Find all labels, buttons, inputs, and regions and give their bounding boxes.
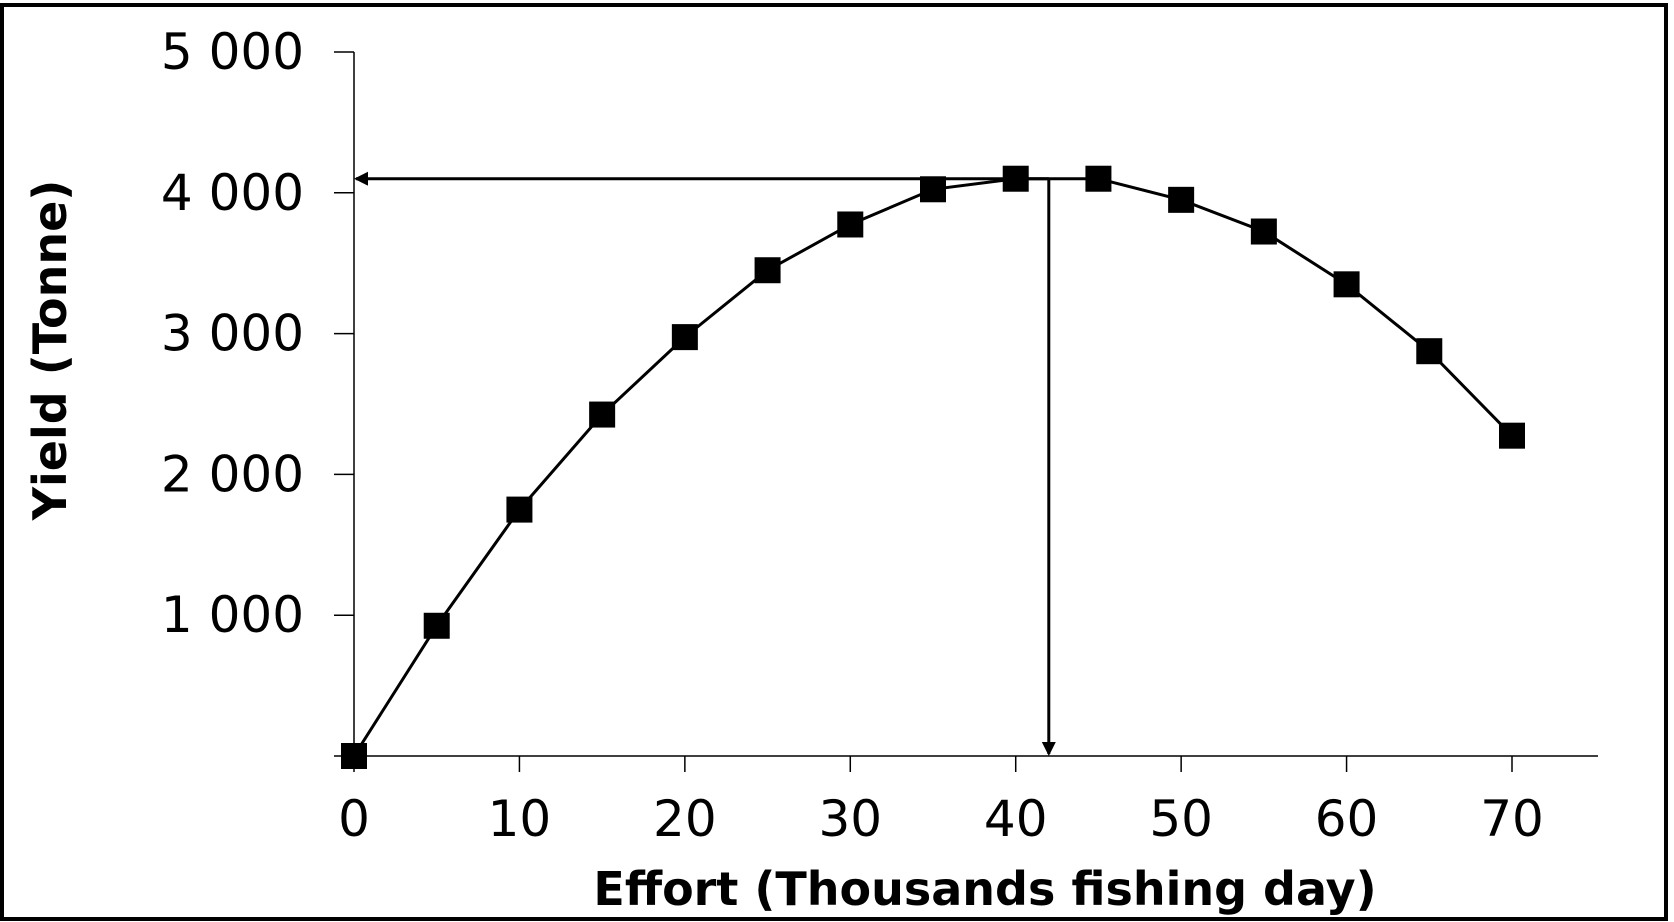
outer-border (0, 3, 1668, 921)
y-ticks: 1 000 2 000 3 000 4 000 5 000 (161, 23, 354, 644)
data-point (1499, 422, 1525, 449)
data-point (1250, 218, 1277, 245)
x-tick-label: 10 (488, 790, 552, 848)
data-point (423, 612, 450, 639)
annotations (354, 171, 1056, 756)
x-tick-label: 70 (1480, 790, 1544, 848)
x-tick-label: 0 (338, 790, 370, 848)
y-tick-label: 2 000 (161, 445, 304, 503)
x-tick-label: 30 (818, 790, 882, 848)
data-point (1168, 186, 1195, 213)
data-point (754, 257, 781, 284)
x-tick-label: 20 (653, 790, 717, 848)
data-point (837, 211, 864, 238)
data-point (920, 176, 946, 203)
x-tick-label: 50 (1149, 790, 1213, 848)
data-point (1416, 338, 1443, 365)
data-point (1085, 165, 1112, 192)
data-point (341, 743, 367, 769)
y-tick-label: 4 000 (161, 164, 304, 222)
data-point (1002, 165, 1029, 192)
axes (334, 52, 1598, 757)
data-point (1333, 271, 1360, 298)
data-point (506, 496, 533, 523)
series-line (352, 177, 1514, 757)
data-point (589, 401, 616, 428)
y-axis-title: Yield (Tonne) (23, 180, 77, 522)
y-tick-label: 1 000 (161, 586, 304, 644)
x-tick-label: 60 (1315, 790, 1379, 848)
x-ticks: 0 10 20 30 40 50 60 70 (338, 756, 1544, 848)
x-tick-label: 40 (984, 790, 1048, 848)
series (341, 165, 1525, 769)
x-axis-title: Effort (Thousands fishing day) (593, 862, 1376, 916)
data-point (671, 324, 698, 351)
y-tick-label: 3 000 (161, 305, 304, 363)
y-tick-label: 5 000 (161, 23, 304, 81)
